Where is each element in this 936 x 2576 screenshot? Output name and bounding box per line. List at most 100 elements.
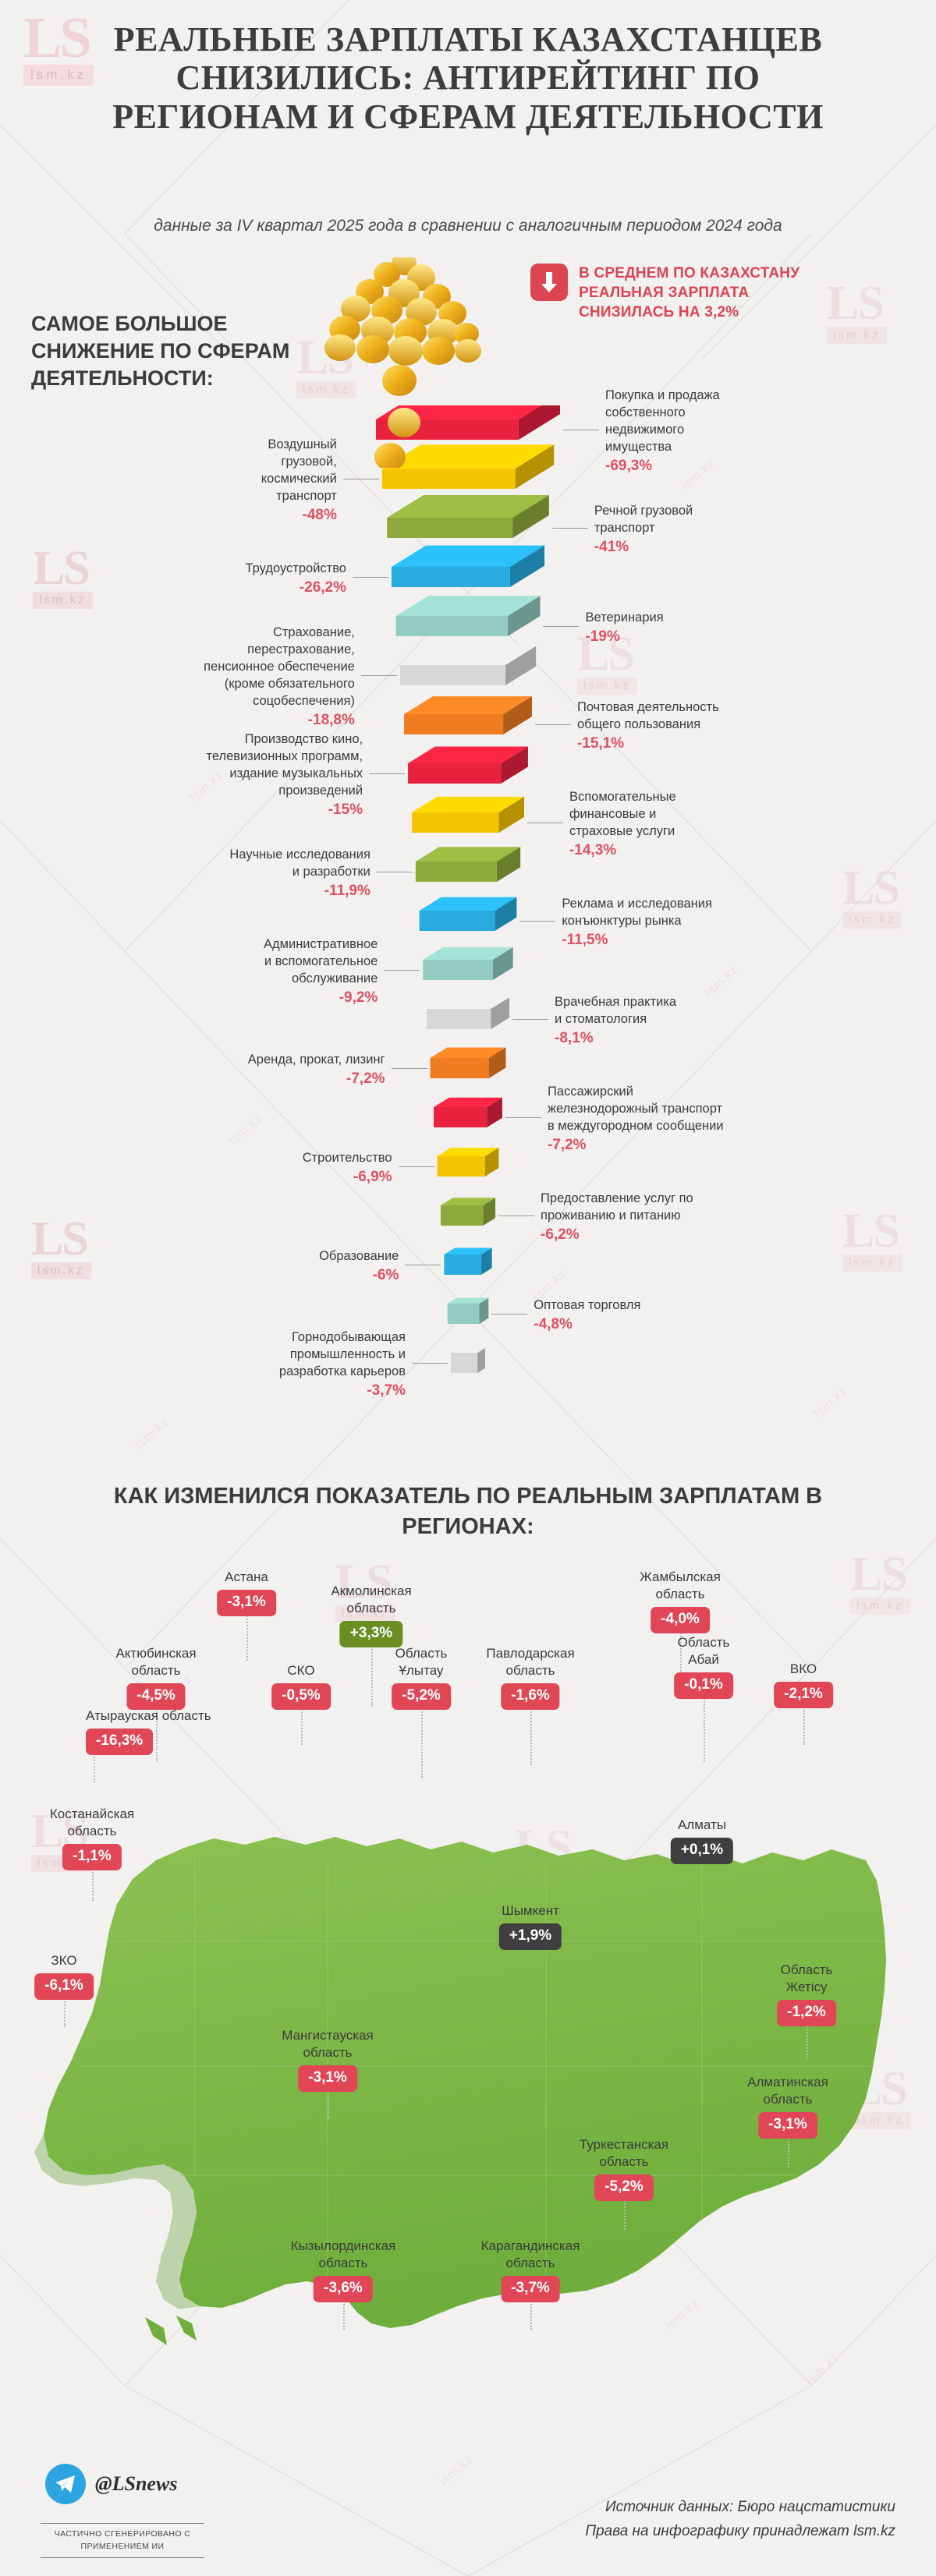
region-connector — [788, 2135, 789, 2167]
leader-line — [491, 1314, 528, 1315]
funnel-label-value: -7,2% — [547, 1136, 587, 1153]
region-name: Костанайская область — [49, 1806, 135, 1839]
funnel-label-value: -6,2% — [541, 1226, 580, 1243]
region-value-badge: -3,1% — [758, 2112, 817, 2139]
funnel-layer-front — [419, 911, 495, 931]
region-value-badge: -1,1% — [62, 1844, 122, 1870]
funnel-label-value: -15,1% — [576, 734, 625, 752]
telegram-icon — [45, 2464, 86, 2504]
leader-line — [384, 970, 420, 971]
region-name: Туркестанская область — [579, 2137, 669, 2170]
region-label: Алматы +0,1% — [670, 1817, 734, 1864]
leader-line — [543, 626, 580, 627]
leader-line — [551, 528, 588, 529]
funnel-label-name: Вспомогательные финансовые и страховые у… — [569, 790, 676, 838]
funnel-layer-front — [391, 567, 510, 587]
region-label: Мангистауская область -3,1% — [282, 2027, 374, 2092]
region-connector — [530, 1706, 532, 1765]
funnel-layer-label: Врачебная практика и стоматология -8,1% — [555, 994, 804, 1048]
funnel-layer — [412, 796, 524, 833]
funnel-label-value: -6,9% — [353, 1168, 392, 1185]
logo-text: LS — [23, 6, 92, 70]
watermark-diagonal: lsm.kz — [437, 2452, 477, 2489]
funnel-label-name: Аренда, прокат, лизинг — [247, 1053, 385, 1067]
region-value-badge: -5,2% — [392, 1683, 451, 1710]
leader-line — [398, 1166, 434, 1167]
section2-heading: КАК ИЗМЕНИЛСЯ ПОКАЗАТЕЛЬ ПО РЕАЛЬНЫМ ЗАР… — [113, 1484, 823, 1539]
funnel-layer — [419, 897, 517, 931]
funnel-layer — [451, 1347, 485, 1373]
funnel-label-name: Образование — [319, 1249, 399, 1263]
region-label: Актюбинская область -4,5% — [115, 1645, 197, 1710]
region-connector — [343, 2298, 345, 2330]
funnel-label-value: -6% — [372, 1266, 399, 1283]
average-line-2: РЕАЛЬНАЯ ЗАРПЛАТА — [579, 285, 750, 302]
funnel-label-value: -19% — [585, 628, 620, 645]
funnel-layer-label: Административное и вспомогательное обслу… — [144, 936, 378, 1007]
source-line: Источник данных: Бюро нацстатистики — [604, 2499, 895, 2515]
region-value-badge: -3,6% — [314, 2276, 373, 2302]
region-name: Акмолинская область — [331, 1583, 412, 1616]
funnel-layer-label: Научные исследования и разработки -11,9% — [136, 847, 370, 901]
average-decline-badge: В СРЕДНЕМ ПО КАЗАХСТАНУ РЕАЛЬНАЯ ЗАРПЛАТ… — [530, 264, 800, 322]
average-line-1: В СРЕДНЕМ ПО КАЗАХСТАНУ — [579, 265, 800, 281]
funnel-label-value: -3,7% — [367, 1382, 406, 1399]
region-name: Мангистауская область — [282, 2028, 374, 2061]
region-connector — [94, 1751, 95, 1782]
funnel-label-name: Ветеринария — [585, 610, 664, 625]
region-label: Кызылординская область -3,6% — [290, 2238, 396, 2302]
leader-line — [412, 1363, 448, 1364]
funnel-layer-front — [395, 616, 508, 636]
funnel-layer-front — [430, 1058, 489, 1078]
region-connector — [624, 2197, 626, 2230]
region-name: Область Абай — [677, 1635, 730, 1668]
region-label: Костанайская область -1,1% — [50, 1806, 134, 1870]
funnel-layer — [444, 1247, 492, 1275]
region-name: ЗКО — [51, 1953, 77, 1968]
region-name: Карагандинская область — [480, 2238, 580, 2271]
region-label: Жамбылская область -4,0% — [640, 1569, 721, 1633]
watermark: LS lsm.kz — [827, 279, 887, 344]
region-name: Кызылординская область — [290, 2238, 396, 2271]
region-value-badge: -16,3% — [86, 1729, 154, 1755]
funnel-label-value: -14,3% — [569, 841, 617, 858]
region-label: Область Ұлытау -5,2% — [392, 1645, 451, 1710]
arrow-down-icon — [530, 264, 568, 301]
funnel-label-name: Пассажирский железнодорожный транспорт в… — [547, 1085, 724, 1133]
region-value-badge: -1,2% — [777, 2000, 836, 2026]
funnel-layer — [430, 1047, 506, 1078]
funnel-label-value: -41% — [594, 538, 629, 555]
funnel-layer-front — [404, 714, 504, 734]
source-credits: Источник данных: Бюро нацстатистики Прав… — [585, 2495, 895, 2544]
region-connector — [803, 1704, 805, 1745]
region-connector — [246, 1612, 248, 1661]
funnel-label-value: -11,9% — [324, 882, 370, 899]
region-value-badge: -3,1% — [217, 1590, 276, 1616]
funnel-label-value: -9,2% — [339, 989, 378, 1006]
funnel-label-value: -11,5% — [562, 931, 608, 948]
region-label: Павлодарская область -1,6% — [486, 1645, 575, 1710]
funnel-layer-label: Почтовая деятельность общего пользования… — [577, 699, 827, 753]
funnel-layer-front — [412, 812, 499, 833]
region-connector — [704, 1695, 705, 1762]
funnel-layer-label: Образование -6% — [165, 1248, 399, 1285]
funnel-layer-label: Оптовая торговля -4,8% — [534, 1297, 783, 1334]
funnel-label-value: -7,2% — [346, 1070, 385, 1087]
section1-heading: САМОЕ БОЛЬШОЕ СНИЖЕНИЕ ПО СФЕРАМ ДЕЯТЕЛЬ… — [31, 312, 290, 391]
region-name: Алматы — [677, 1817, 727, 1832]
funnel-layer-label: Пассажирский железнодорожный транспорт в… — [548, 1084, 797, 1155]
funnel-layer — [447, 1297, 489, 1324]
funnel-layer-label: Предоставление услуг по проживанию и пит… — [541, 1191, 790, 1244]
funnel-label-name: Почтовая деятельность общего пользования — [576, 700, 719, 731]
leader-line — [352, 577, 388, 578]
region-label: СКО -0,5% — [271, 1662, 331, 1710]
telegram-link[interactable]: @LSnews — [45, 2464, 177, 2504]
region-connector — [301, 1706, 303, 1745]
funnel-label-name: Оптовая торговля — [534, 1298, 641, 1312]
brand-logo[interactable]: LS lsm.kz — [23, 6, 94, 86]
region-connector — [421, 1706, 423, 1778]
funnel-layer — [426, 997, 510, 1029]
region-connector — [64, 1996, 66, 2027]
funnel-layer — [391, 545, 545, 587]
funnel-layer — [437, 1147, 499, 1177]
